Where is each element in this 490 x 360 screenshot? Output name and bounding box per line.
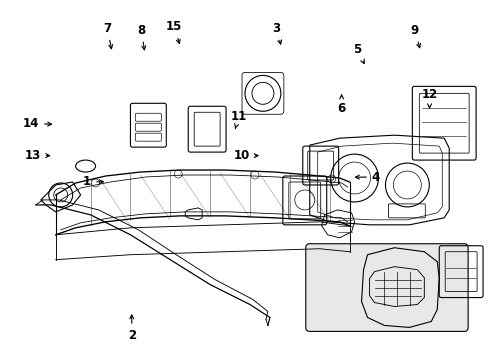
Text: 5: 5 [353, 43, 364, 63]
Text: 1: 1 [83, 175, 103, 188]
Text: 7: 7 [103, 22, 113, 49]
Text: 4: 4 [355, 171, 380, 184]
Text: 14: 14 [23, 117, 51, 130]
Text: 13: 13 [24, 149, 49, 162]
Text: 3: 3 [272, 22, 282, 44]
Text: 15: 15 [166, 20, 182, 44]
Text: 12: 12 [421, 88, 438, 108]
Text: 2: 2 [128, 315, 136, 342]
Text: 8: 8 [137, 23, 146, 50]
Text: 6: 6 [338, 95, 346, 115]
Text: 11: 11 [231, 110, 247, 128]
Text: 10: 10 [234, 149, 258, 162]
FancyBboxPatch shape [306, 244, 468, 332]
Text: 9: 9 [411, 23, 420, 48]
